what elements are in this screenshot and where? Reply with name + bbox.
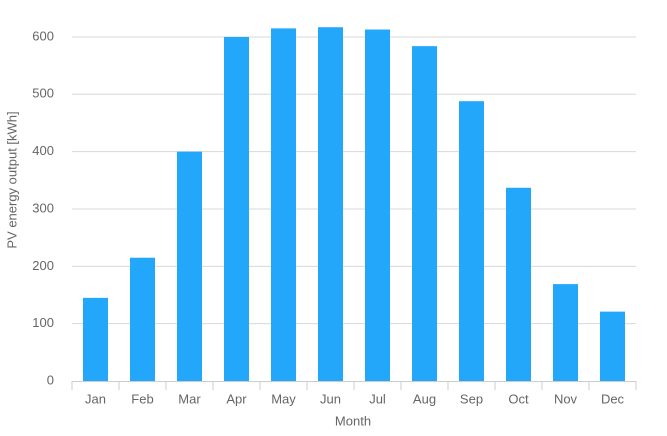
bar <box>224 36 249 381</box>
x-tick-label: Nov <box>554 391 578 406</box>
y-tick-label: 200 <box>32 258 54 273</box>
x-tick-label: Mar <box>178 391 201 406</box>
bar <box>600 311 625 381</box>
y-axis-label: PV energy output [kWh] <box>4 111 19 248</box>
bar <box>459 101 484 382</box>
x-tick-label: Feb <box>131 391 153 406</box>
bar <box>318 27 343 382</box>
y-tick-label: 100 <box>32 315 54 330</box>
x-tick-label: Apr <box>226 391 247 406</box>
y-tick-label: 400 <box>32 143 54 158</box>
x-tick-label: Aug <box>413 391 436 406</box>
y-tick-label: 500 <box>32 86 54 101</box>
bar <box>130 257 155 381</box>
y-tick-label: 600 <box>32 28 54 43</box>
y-tick-label: 300 <box>32 200 54 215</box>
x-tick-label: May <box>271 391 296 406</box>
bar <box>83 297 108 381</box>
x-tick-label: Jun <box>320 391 341 406</box>
bar <box>271 28 296 381</box>
bar <box>553 284 578 381</box>
x-axis-label: Month <box>335 413 371 428</box>
bar <box>506 187 531 381</box>
x-tick-label: Dec <box>601 391 625 406</box>
bar <box>365 29 390 382</box>
x-tick-label: Oct <box>508 391 529 406</box>
y-tick-label: 0 <box>47 372 54 387</box>
x-tick-label: Jul <box>369 391 386 406</box>
x-tick-label: Jan <box>85 391 106 406</box>
bar <box>412 46 437 382</box>
x-tick-label: Sep <box>460 391 483 406</box>
bar <box>177 151 202 381</box>
